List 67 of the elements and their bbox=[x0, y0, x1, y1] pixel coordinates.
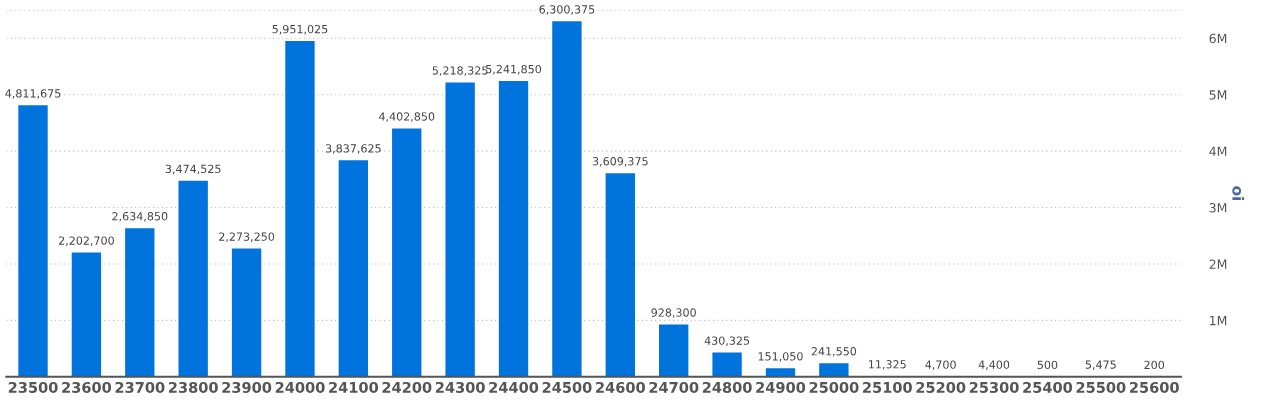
x-tick-label: 23700 bbox=[115, 381, 165, 393]
x-tick-label: 24000 bbox=[275, 381, 325, 393]
bar bbox=[712, 352, 742, 377]
bar bbox=[392, 128, 422, 377]
x-tick-label: 25400 bbox=[1023, 381, 1073, 393]
bar bbox=[125, 228, 155, 377]
bar bbox=[71, 252, 102, 377]
x-tick-label: 25200 bbox=[916, 381, 966, 393]
data-label: 2,634,850 bbox=[112, 212, 168, 222]
x-tick-label: 24100 bbox=[329, 381, 379, 393]
bar bbox=[552, 21, 582, 377]
x-tick-label: 24700 bbox=[649, 381, 699, 393]
data-label: 11,325 bbox=[869, 360, 906, 370]
bar bbox=[338, 160, 369, 377]
data-label: 2,273,250 bbox=[219, 232, 275, 242]
y-tick-label: 1M bbox=[1210, 316, 1227, 326]
bar bbox=[819, 363, 849, 377]
bar bbox=[231, 248, 262, 377]
data-label: 4,811,675 bbox=[5, 89, 61, 99]
x-tick-label: 23600 bbox=[62, 381, 112, 393]
data-label: 4,400 bbox=[978, 360, 1010, 370]
x-tick-label: 23800 bbox=[168, 381, 218, 393]
data-label: 2,202,700 bbox=[58, 236, 114, 246]
bar bbox=[498, 81, 529, 377]
x-tick-label: 23900 bbox=[222, 381, 272, 393]
x-tick-label: 24300 bbox=[435, 381, 485, 393]
data-label: 151,050 bbox=[758, 352, 803, 362]
y-tick-label: 5M bbox=[1209, 90, 1227, 100]
x-tick-label: 24800 bbox=[702, 381, 752, 393]
data-label: 430,325 bbox=[704, 336, 750, 346]
y-tick-label: 3M bbox=[1209, 203, 1227, 213]
data-label: 3,837,625 bbox=[325, 144, 381, 154]
data-label: 4,700 bbox=[925, 360, 956, 370]
x-tick-label: 24200 bbox=[382, 381, 432, 393]
x-tick-label: 23500 bbox=[8, 381, 58, 393]
data-label: 200 bbox=[1144, 360, 1165, 370]
data-label: 3,609,375 bbox=[592, 157, 648, 167]
data-label: 5,218,325 bbox=[432, 66, 488, 76]
y-tick-label: 2M bbox=[1209, 259, 1227, 269]
x-tick-label: 24500 bbox=[542, 381, 592, 393]
x-tick-label: 25500 bbox=[1076, 381, 1126, 393]
y-tick-label: 4M bbox=[1209, 146, 1227, 156]
data-label: 500 bbox=[1037, 360, 1058, 370]
bar bbox=[285, 41, 315, 377]
data-label: 6,300,375 bbox=[539, 5, 595, 15]
data-label: 4,402,850 bbox=[379, 112, 435, 122]
data-label: 5,475 bbox=[1085, 360, 1116, 370]
x-tick-label: 25600 bbox=[1130, 381, 1179, 393]
data-label: 5,951,025 bbox=[272, 24, 328, 35]
bar bbox=[765, 368, 796, 377]
data-label: 5,241,850 bbox=[486, 64, 542, 75]
x-tick-label: 25100 bbox=[863, 381, 912, 393]
x-tick-label: 24400 bbox=[489, 381, 539, 393]
bar bbox=[18, 105, 48, 377]
data-label: 3,474,525 bbox=[165, 164, 221, 175]
bar bbox=[445, 82, 475, 377]
bar bbox=[605, 173, 635, 377]
y-tick-label: 6M bbox=[1209, 33, 1227, 44]
x-tick-label: 25000 bbox=[809, 381, 859, 393]
x-tick-label: 25300 bbox=[969, 381, 1019, 393]
bar bbox=[659, 324, 689, 377]
data-label: 241,550 bbox=[811, 347, 857, 357]
bar bbox=[178, 180, 208, 377]
x-tick-label: 24900 bbox=[756, 381, 806, 393]
data-label: 928,300 bbox=[651, 308, 696, 318]
y-axis-title: oi bbox=[1232, 186, 1245, 201]
x-tick-label: 24600 bbox=[596, 381, 645, 393]
